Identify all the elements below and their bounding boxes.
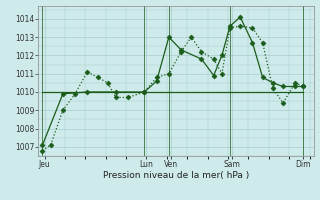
X-axis label: Pression niveau de la mer( hPa ): Pression niveau de la mer( hPa ) (103, 171, 249, 180)
